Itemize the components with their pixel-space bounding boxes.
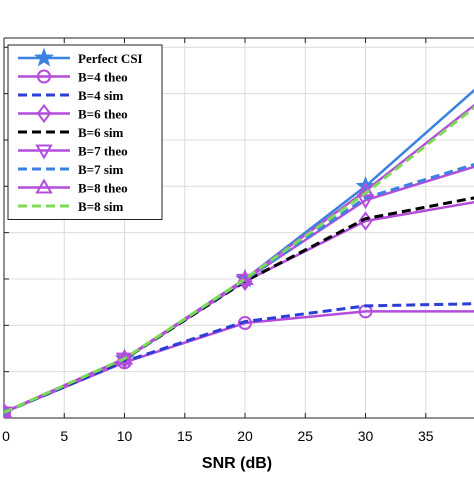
data-point-b-6-theo [358,211,373,231]
x-tick-label: 5 [60,428,68,444]
legend-label-b-8-sim: B=8 sim [78,199,123,214]
legend: Perfect CSI B=4 theo B=4 sim B=6 theo B=6 si… [7,44,163,220]
legend-label-b-7-sim: B=7 sim [78,162,123,177]
legend-marker-b-6-theo [36,103,52,124]
legend-label-b-8-theo: B=8 theo [78,181,128,196]
data-point-b-7-theo [4,406,13,418]
legend-item-b-4-sim: B=4 sim [18,88,123,103]
data-point-b-8-theo [115,349,134,365]
series-b-8-sim [4,105,474,414]
legend-label-perfect-csi: Perfect CSI [78,51,143,66]
data-point-b-8-theo [236,269,254,285]
x-tick-label: 10 [117,428,133,444]
legend-marker-b-4-theo [37,69,51,84]
legend-label-b-7-theo: B=7 theo [78,144,128,159]
series-line-b-8-sim [4,105,474,414]
legend-label-b-6-theo: B=6 theo [78,107,128,122]
legend-item-b-4-theo: B=4 theo [18,69,128,85]
tick-label-layer: 0 5 10 15 20 25 30 35 [2,428,434,444]
x-tick-label: 30 [358,428,374,444]
legend-marker-b-7-theo [35,144,53,160]
data-point-b-4-theo [238,316,253,330]
x-tick-label: 35 [418,428,434,444]
legend-marker-perfect-csi [34,47,54,67]
legend-item-b-8-sim: B=8 sim [18,199,123,214]
x-tick-label: 25 [297,428,313,444]
x-tick-label: 20 [237,428,253,444]
series-layer [4,88,474,418]
x-tick-label: 0 [2,428,10,444]
data-point-b-8-theo [356,181,375,197]
legend-item-b-6-sim: B=6 sim [18,125,123,140]
x-axis-label: SNR (dB) [202,455,272,472]
legend-label-b-4-theo: B=4 theo [78,70,128,85]
legend-label-b-4-sim: B=4 sim [78,88,123,103]
legend-item-b-7-sim: B=7 sim [18,162,123,177]
legend-item-b-8-theo: B=8 theo [18,178,128,196]
legend-item-b-7-theo: B=7 theo [18,144,128,160]
axes-layer [3,37,474,419]
legend-marker-b-8-theo [35,178,53,194]
legend-item-b-6-theo: B=6 theo [18,103,128,124]
x-tick-label: 15 [177,428,193,444]
legend-item-perfect-csi: Perfect CSI [18,47,143,67]
legend-label-b-6-sim: B=6 sim [78,125,123,140]
